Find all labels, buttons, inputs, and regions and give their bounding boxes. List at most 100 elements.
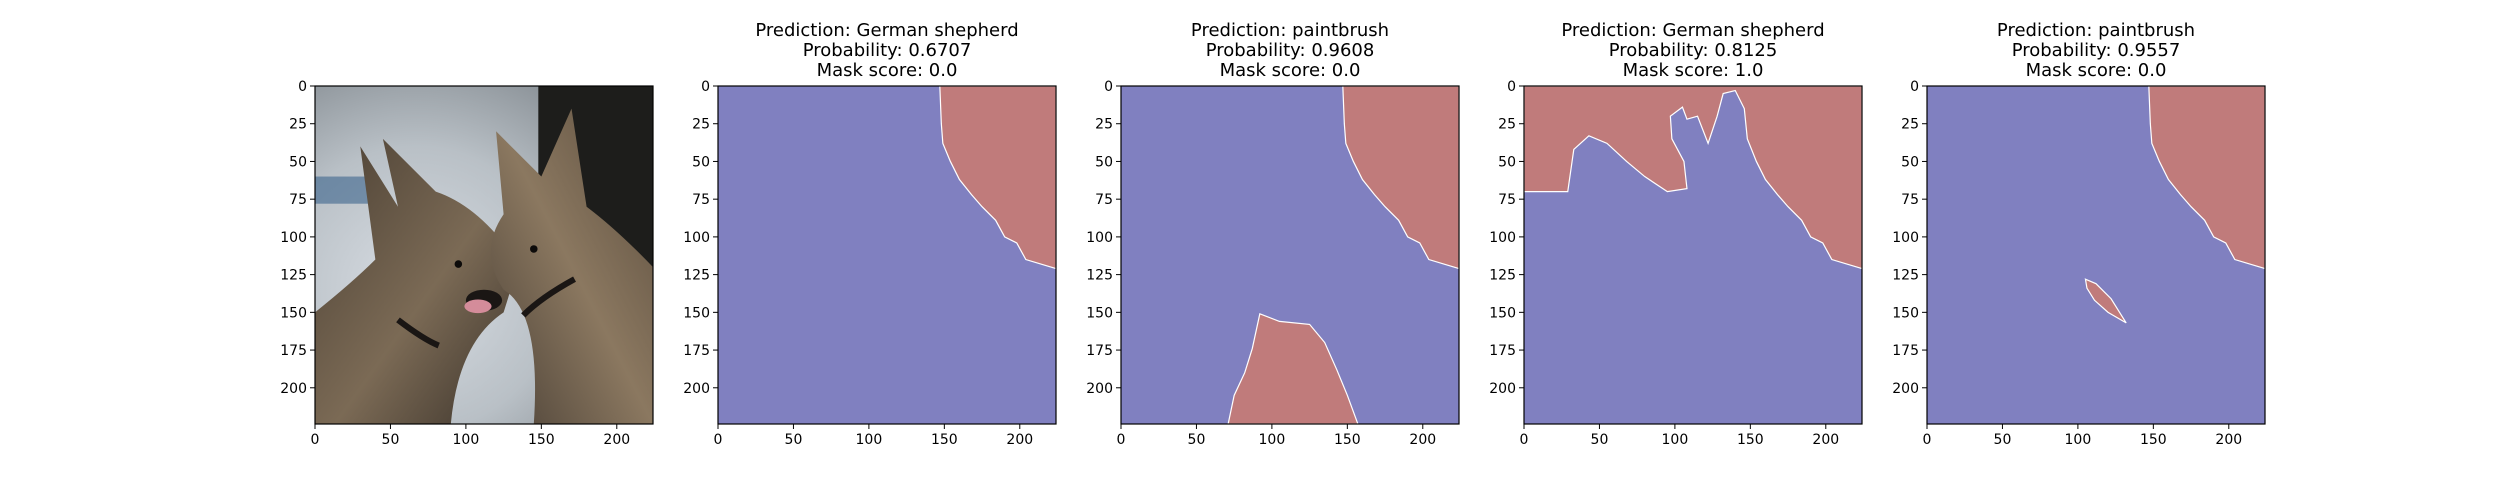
panel-4-xtick-label: 0 bbox=[1520, 432, 1529, 448]
panel-3-ytick-label: 200 bbox=[1086, 381, 1113, 397]
panel-3-xtick-label: 100 bbox=[1259, 432, 1286, 448]
panel-2-xtick-label: 50 bbox=[785, 432, 803, 448]
panel-2-ytick-label: 150 bbox=[683, 305, 710, 321]
panel-5-ytick-label: 100 bbox=[1892, 230, 1919, 246]
panel-5-xtick-label: 0 bbox=[1923, 432, 1932, 448]
panel-4-xtick-label: 50 bbox=[1591, 432, 1609, 448]
panel-2-xtick-label: 100 bbox=[856, 432, 883, 448]
panel-2-xtick-label: 150 bbox=[931, 432, 958, 448]
panel-1-ytick-label: 100 bbox=[280, 230, 307, 246]
panel-3-xtick-label: 0 bbox=[1117, 432, 1126, 448]
panel-2-title-line-3: Mask score: 0.0 bbox=[817, 60, 958, 81]
panel-1-frame bbox=[314, 85, 654, 425]
panel-3-ytick-label: 0 bbox=[1104, 79, 1113, 95]
panel-3-ytick-label: 125 bbox=[1086, 268, 1113, 284]
panel-3-mask-region-1 bbox=[1342, 85, 1460, 270]
panel-2-ytick-label: 25 bbox=[692, 117, 710, 133]
panel-1-xtick-label: 0 bbox=[311, 432, 320, 448]
panel-3-ytick-label: 50 bbox=[1095, 154, 1113, 170]
panel-1-ytick-label: 175 bbox=[280, 343, 307, 359]
panel-3-ytick-label: 150 bbox=[1086, 305, 1113, 321]
panel-4-xtick-label: 150 bbox=[1737, 432, 1764, 448]
panel-1-ytick-label: 0 bbox=[298, 79, 307, 95]
panel-1: 0 50 100 150 200 0 25 50 75 100 125 150 175 200 bbox=[280, 79, 654, 448]
panel-1-xtick-label: 150 bbox=[528, 432, 555, 448]
panel-2-title-line-2: Probability: 0.6707 bbox=[803, 40, 972, 61]
left-dog-tongue bbox=[464, 299, 492, 314]
panel-4-ytick-label: 200 bbox=[1489, 381, 1516, 397]
panel-1-ytick-label: 25 bbox=[289, 117, 307, 133]
panel-4-ytick-label: 0 bbox=[1507, 79, 1516, 95]
panel-2: Prediction: German shepherdProbability: … bbox=[683, 20, 1057, 448]
panel-5-title-line-2: Probability: 0.9557 bbox=[2012, 40, 2181, 61]
panel-3-title-line-3: Mask score: 0.0 bbox=[1220, 60, 1361, 81]
left-dog bbox=[315, 138, 519, 424]
left-dog-eye bbox=[454, 260, 463, 268]
panel-2-frame bbox=[717, 85, 1057, 425]
panel-5-frame bbox=[1926, 85, 2266, 425]
panel-1-xtick-label: 200 bbox=[603, 432, 630, 448]
panel-2-xtick-label: 200 bbox=[1006, 432, 1033, 448]
panel-4-ytick-label: 175 bbox=[1489, 343, 1516, 359]
panel-5-ytick-label: 200 bbox=[1892, 381, 1919, 397]
panel-5-xtick-label: 50 bbox=[1994, 432, 2012, 448]
panel-5-ytick-label: 50 bbox=[1901, 154, 1919, 170]
panel-4-ytick-label: 50 bbox=[1498, 154, 1516, 170]
panel-4-xtick-label: 100 bbox=[1662, 432, 1689, 448]
panel-2-ytick-label: 200 bbox=[683, 381, 710, 397]
panel-3-xtick-label: 150 bbox=[1334, 432, 1361, 448]
panel-4-ytick-label: 125 bbox=[1489, 268, 1516, 284]
panel-5-title-line-1: Prediction: paintbrush bbox=[1997, 20, 2195, 41]
panel-1-xtick-label: 50 bbox=[382, 432, 400, 448]
panel-1-ytick-label: 75 bbox=[289, 192, 307, 208]
panel-2-ytick-label: 125 bbox=[683, 268, 710, 284]
panel-4-title-line-1: Prediction: German shepherd bbox=[1561, 20, 1824, 41]
right-dog bbox=[490, 108, 653, 425]
panel-5-mask-region-1 bbox=[2148, 85, 2266, 270]
panel-1-ytick-label: 125 bbox=[280, 268, 307, 284]
panel-3-title-line-1: Prediction: paintbrush bbox=[1191, 20, 1389, 41]
panel-5-xtick-label: 200 bbox=[2215, 432, 2242, 448]
panel-4-xtick-label: 200 bbox=[1812, 432, 1839, 448]
left-dog-collar bbox=[396, 317, 440, 349]
panel-5-ytick-label: 175 bbox=[1892, 343, 1919, 359]
panel-2-xtick-label: 0 bbox=[714, 432, 723, 448]
panel-5-mask-region-2 bbox=[2084, 278, 2127, 324]
panel-3-mask-region-2 bbox=[1227, 313, 1359, 425]
panel-2-ytick-label: 100 bbox=[683, 230, 710, 246]
panel-4-mask-region-1 bbox=[1523, 85, 1863, 270]
panel-2-ytick-label: 175 bbox=[683, 343, 710, 359]
panel-5-ytick-label: 75 bbox=[1901, 192, 1919, 208]
panel-5-ytick-label: 125 bbox=[1892, 268, 1919, 284]
panel-5-xtick-label: 100 bbox=[2065, 432, 2092, 448]
panel-1-ytick-label: 200 bbox=[280, 381, 307, 397]
panel-2-ytick-label: 50 bbox=[692, 154, 710, 170]
panel-3-ytick-label: 100 bbox=[1086, 230, 1113, 246]
panel-2-title-line-1: Prediction: German shepherd bbox=[755, 20, 1018, 41]
panel-5-ytick-label: 0 bbox=[1910, 79, 1919, 95]
panel-4-frame bbox=[1523, 85, 1863, 425]
panel-4: Prediction: German shepherdProbability: … bbox=[1489, 20, 1863, 448]
panel-4-ytick-label: 75 bbox=[1498, 192, 1516, 208]
panel-3-frame bbox=[1120, 85, 1460, 425]
panel-3-ytick-label: 75 bbox=[1095, 192, 1113, 208]
panel-5-ytick-label: 25 bbox=[1901, 117, 1919, 133]
panel-1-ytick-label: 50 bbox=[289, 154, 307, 170]
panel-5-xtick-label: 150 bbox=[2140, 432, 2167, 448]
panel-1-xtick-label: 100 bbox=[453, 432, 480, 448]
panel-4-ytick-label: 150 bbox=[1489, 305, 1516, 321]
right-dog-collar bbox=[521, 276, 576, 318]
panel-3-title-line-2: Probability: 0.9608 bbox=[1206, 40, 1375, 61]
panel-2-ytick-label: 0 bbox=[701, 79, 710, 95]
panel-5-ytick-label: 150 bbox=[1892, 305, 1919, 321]
panel-4-title-line-3: Mask score: 1.0 bbox=[1623, 60, 1764, 81]
panel-3-xtick-label: 50 bbox=[1188, 432, 1206, 448]
panel-4-ytick-label: 100 bbox=[1489, 230, 1516, 246]
panel-5-title-line-3: Mask score: 0.0 bbox=[2026, 60, 2167, 81]
panel-2-mask-region-1 bbox=[939, 85, 1057, 270]
panel-4-title-line-2: Probability: 0.8125 bbox=[1609, 40, 1778, 61]
panel-3-xtick-label: 200 bbox=[1409, 432, 1436, 448]
